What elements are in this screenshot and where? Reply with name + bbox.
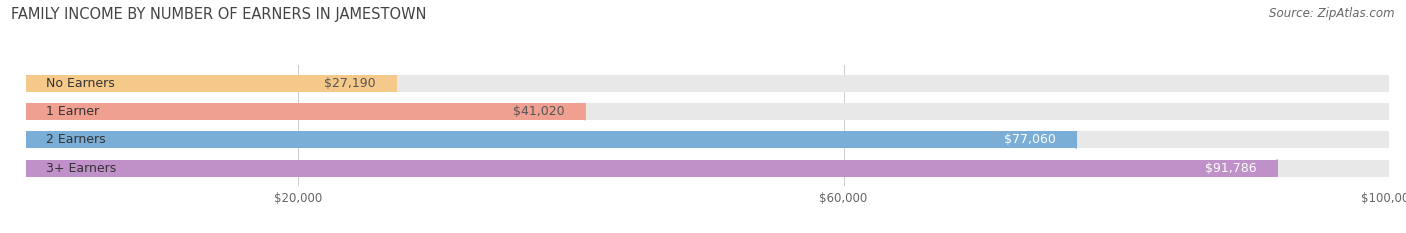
Text: $27,190: $27,190 (323, 77, 375, 90)
Bar (25, 75, 396, 92)
Bar (25, 103, 1389, 120)
Text: FAMILY INCOME BY NUMBER OF EARNERS IN JAMESTOWN: FAMILY INCOME BY NUMBER OF EARNERS IN JA… (11, 7, 427, 22)
Bar (25, 160, 1277, 177)
Text: No Earners: No Earners (46, 77, 114, 90)
Bar (25, 75, 1389, 92)
Bar (25, 160, 1389, 177)
Bar (25, 131, 1076, 148)
Text: $91,786: $91,786 (1205, 161, 1257, 175)
Text: 1 Earner: 1 Earner (46, 105, 98, 118)
Text: $77,060: $77,060 (1004, 134, 1056, 146)
Text: $41,020: $41,020 (513, 105, 564, 118)
Bar (25, 131, 1389, 148)
Text: Source: ZipAtlas.com: Source: ZipAtlas.com (1270, 7, 1395, 20)
Text: 3+ Earners: 3+ Earners (46, 161, 117, 175)
Bar (25, 103, 585, 120)
Text: 2 Earners: 2 Earners (46, 134, 105, 146)
